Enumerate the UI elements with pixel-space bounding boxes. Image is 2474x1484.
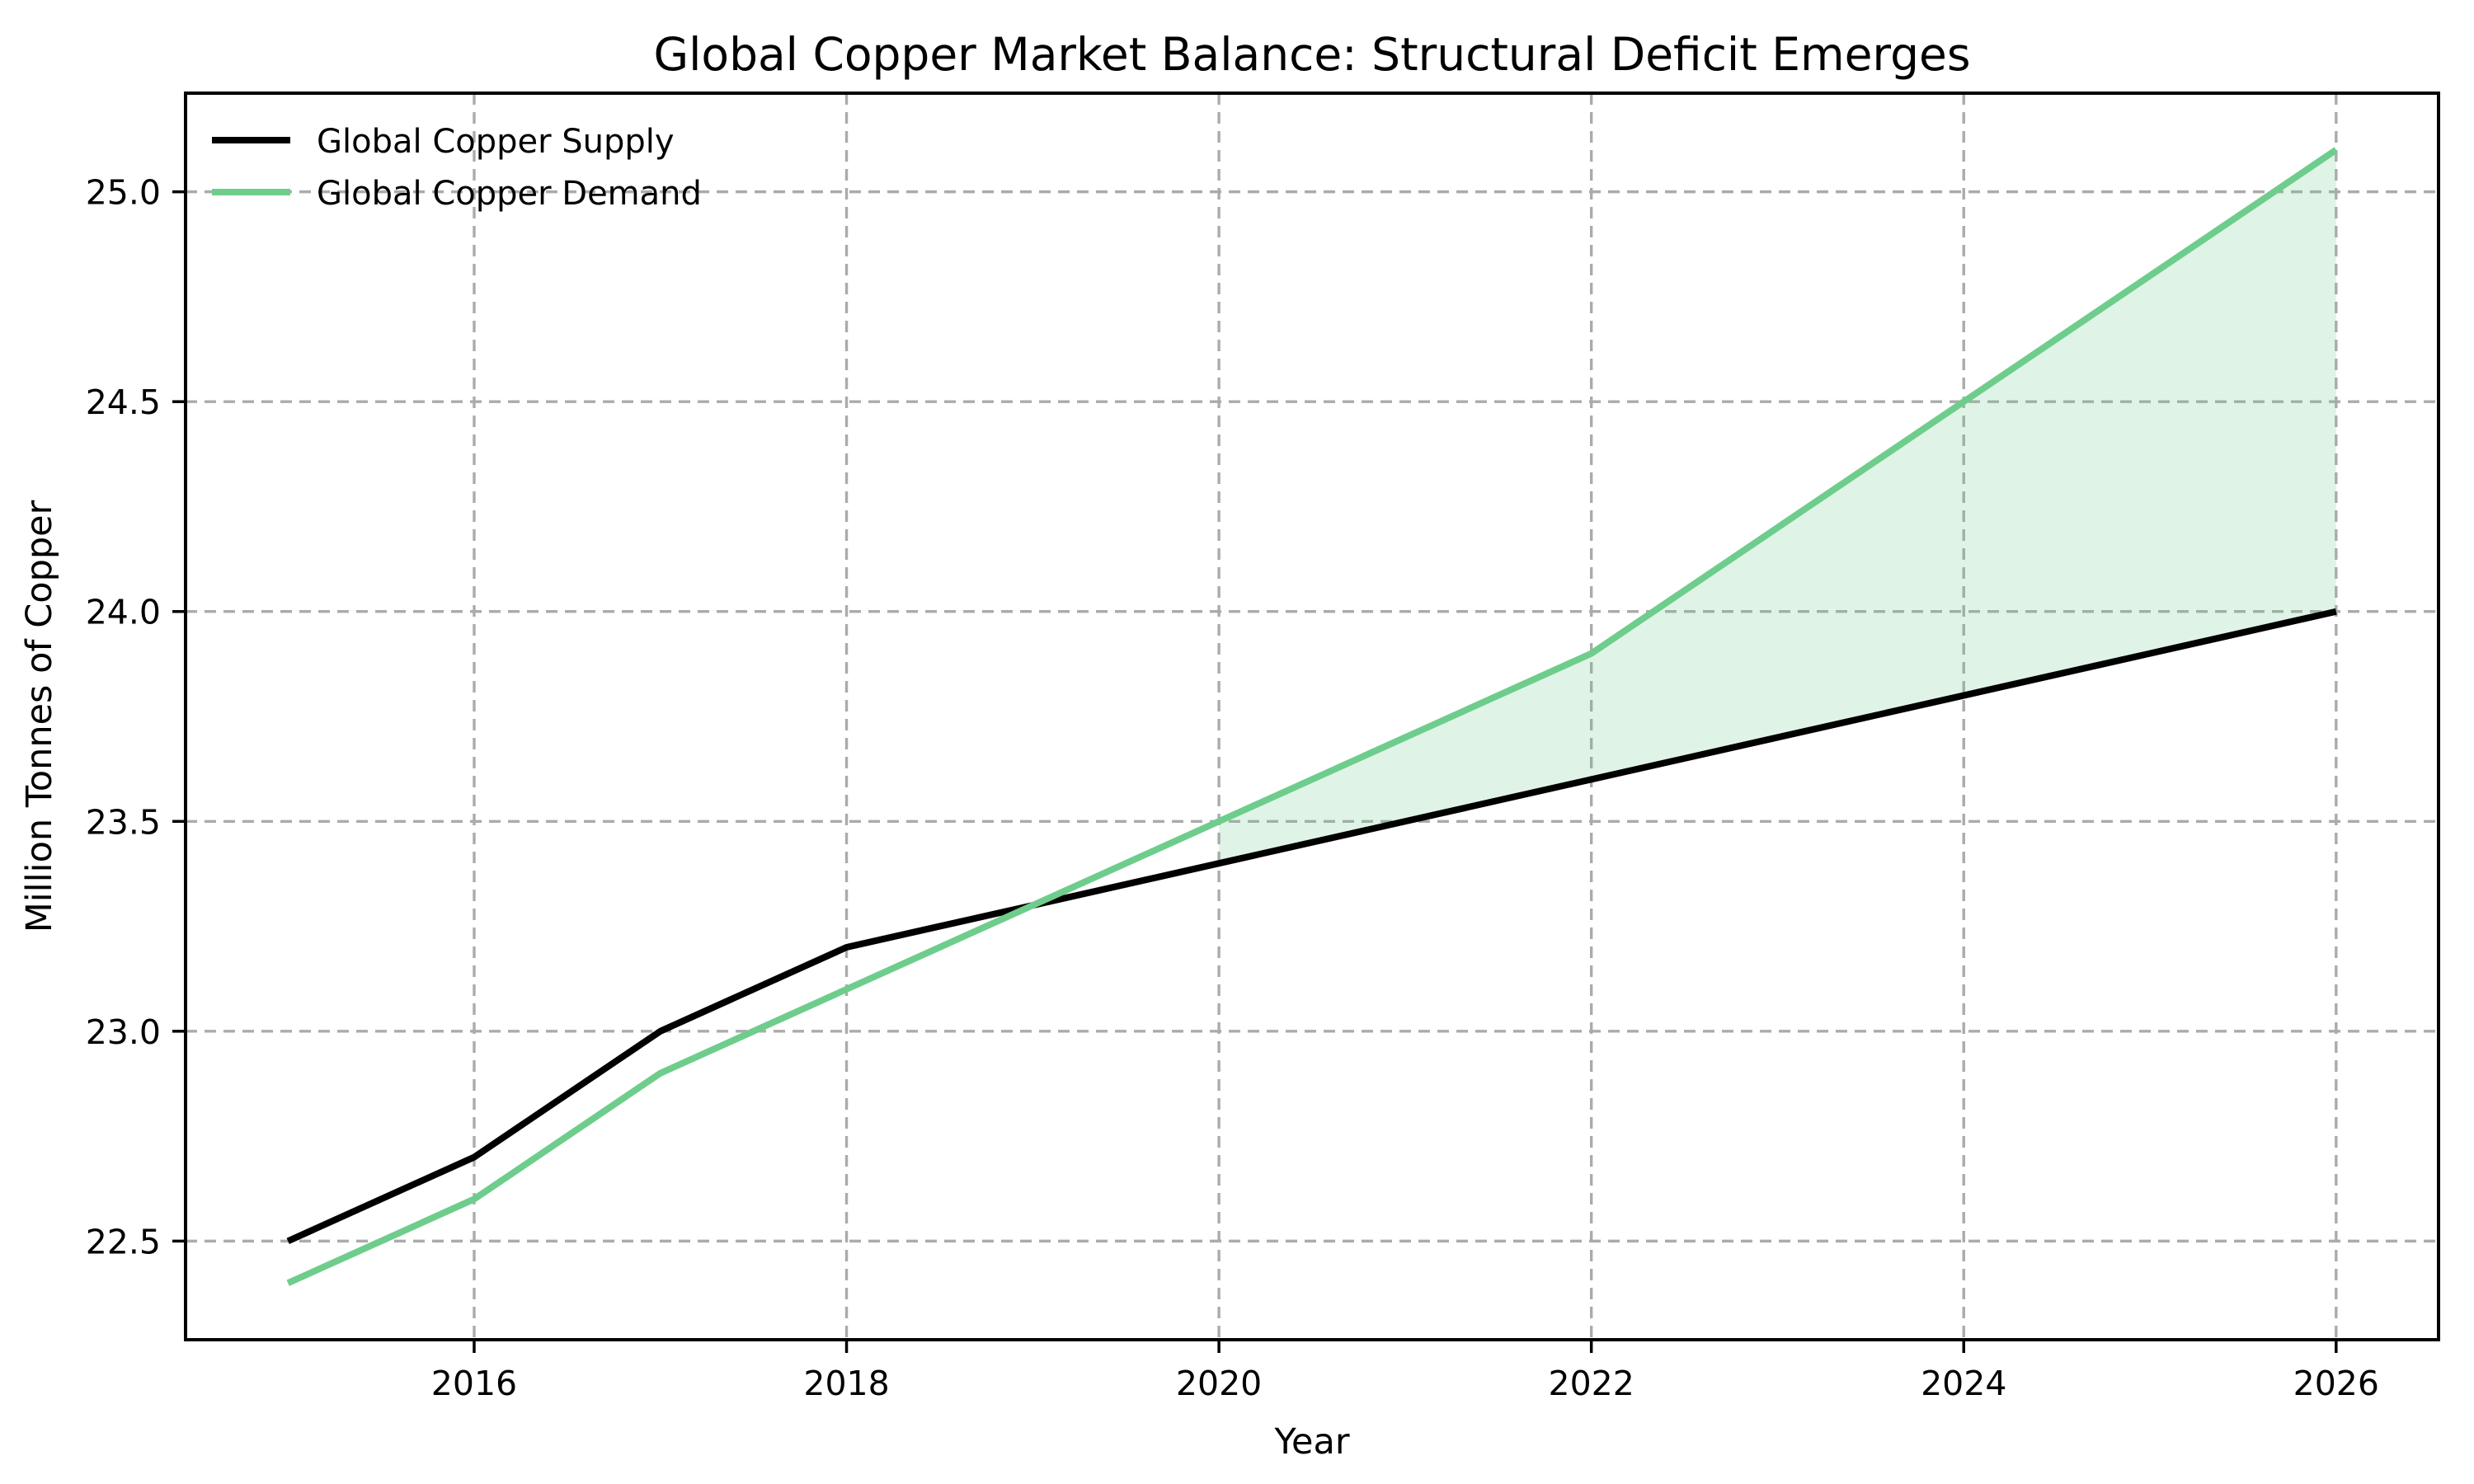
demand-line [286, 147, 2339, 1286]
demand-legend-label: Global Copper Demand [317, 175, 702, 213]
x-tick-label: 2020 [1176, 1364, 1262, 1403]
y-tick-label: 22.5 [86, 1222, 161, 1261]
y-axis-label: Million Tonnes of Copper [19, 500, 60, 932]
y-tick-label: 24.0 [86, 593, 161, 632]
y-tick-label: 25.0 [86, 173, 161, 213]
y-tick-label: 23.0 [86, 1012, 161, 1052]
x-axis-label: Year [1273, 1421, 1349, 1463]
deficit-fill-area [1219, 149, 2336, 864]
x-tick-label: 2016 [431, 1364, 517, 1403]
legend: Global Copper Supply Global Copper Deman… [212, 123, 702, 213]
deficit-fill-layer [1219, 149, 2336, 864]
x-tick-label: 2024 [1921, 1364, 2006, 1403]
axes-spines [184, 92, 2440, 1341]
y-tick-label: 24.5 [86, 383, 161, 422]
chart-title: Global Copper Market Balance: Structural… [654, 28, 1971, 81]
x-tick-label: 2026 [2293, 1364, 2379, 1403]
tick-layer: 2016 2018 2020 2022 2024 2026 22.5 23.0 23.5 24.0… [86, 173, 2379, 1403]
x-tick-label: 2022 [1549, 1364, 1634, 1403]
series-layer [286, 147, 2339, 1286]
y-tick-label: 23.5 [86, 802, 161, 842]
grid-layer [186, 93, 2439, 1340]
supply-legend-label: Global Copper Supply [317, 123, 675, 161]
supply-line [286, 608, 2337, 1245]
x-tick-label: 2018 [803, 1364, 889, 1403]
